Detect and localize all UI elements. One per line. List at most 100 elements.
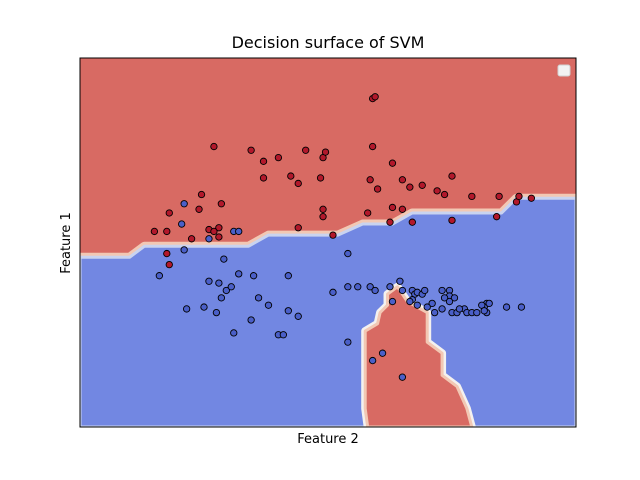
point-red-1	[371, 93, 379, 101]
point-red-4	[259, 157, 268, 165]
point-red-24	[492, 213, 501, 221]
legend-box	[557, 64, 571, 77]
point-blue-11	[329, 288, 337, 296]
point-blue-23	[406, 297, 414, 306]
point-blue-0	[180, 200, 188, 208]
point-blue-60	[155, 272, 164, 280]
point-blue-9	[235, 270, 243, 278]
point-blue-57	[217, 294, 226, 302]
x-axis-label: Feature 2	[297, 432, 359, 447]
point-blue-24	[388, 297, 397, 306]
point-red-34	[388, 203, 397, 212]
point-red-42	[210, 227, 218, 236]
point-red-35	[398, 205, 407, 213]
point-red-19	[418, 181, 426, 189]
point-blue-67	[294, 312, 302, 320]
point-blue-15	[386, 283, 394, 291]
point-blue-8	[284, 272, 292, 280]
point-red-11	[259, 174, 268, 182]
plot-frame	[79, 57, 577, 428]
point-red-46	[187, 235, 196, 243]
point-blue-6	[344, 249, 352, 258]
point-red-30	[195, 205, 203, 213]
point-blue-1	[178, 220, 186, 228]
point-red-45	[215, 233, 223, 241]
point-blue-7	[220, 255, 228, 263]
point-red-8	[321, 148, 330, 156]
point-blue-42	[438, 305, 446, 313]
point-blue-49	[473, 308, 481, 317]
point-blue-63	[247, 316, 255, 324]
point-red-43	[294, 224, 302, 232]
point-red-17	[398, 176, 407, 184]
point-red-16	[373, 185, 382, 193]
point-blue-44	[413, 301, 421, 309]
point-red-15	[366, 176, 374, 184]
point-blue-48	[480, 307, 488, 315]
point-blue-55	[222, 286, 230, 295]
point-red-13	[294, 179, 302, 188]
point-blue-58	[215, 279, 223, 287]
point-blue-72	[378, 349, 387, 357]
point-red-37	[386, 218, 394, 226]
point-blue-52	[344, 283, 352, 291]
point-blue-4	[205, 235, 213, 243]
point-red-23	[468, 192, 476, 201]
point-blue-16	[396, 277, 404, 285]
point-red-31	[217, 200, 226, 208]
point-blue-59	[205, 277, 213, 285]
point-blue-30	[450, 294, 459, 302]
point-blue-14	[371, 286, 379, 295]
point-blue-70	[344, 338, 352, 346]
point-blue-12	[354, 283, 362, 291]
plot-area	[80, 58, 576, 427]
point-red-2	[210, 142, 218, 151]
point-blue-69	[279, 331, 288, 339]
point-red-14	[316, 174, 325, 182]
point-blue-45	[485, 299, 493, 308]
point-red-41	[215, 224, 223, 232]
point-red-6	[302, 146, 310, 154]
point-blue-53	[264, 301, 273, 309]
point-red-18	[406, 183, 414, 191]
y-axis-label: Feature 1	[59, 212, 74, 274]
chart-title: Decision surface of SVM	[232, 33, 425, 52]
point-red-38	[408, 218, 416, 226]
point-red-26	[527, 194, 536, 202]
point-red-36	[364, 209, 372, 217]
point-blue-33	[445, 297, 454, 306]
point-blue-71	[368, 356, 377, 365]
point-blue-65	[212, 308, 221, 317]
point-blue-26	[438, 286, 446, 295]
point-red-51	[165, 260, 173, 269]
point-blue-10	[249, 272, 258, 280]
point-blue-13	[366, 283, 374, 291]
point-blue-64	[230, 329, 238, 337]
point-red-9	[368, 142, 377, 151]
point-red-48	[150, 227, 159, 236]
point-red-44	[329, 231, 337, 239]
point-red-10	[388, 159, 397, 167]
point-red-28	[515, 192, 523, 201]
point-red-12	[287, 172, 295, 180]
point-blue-36	[423, 303, 431, 311]
point-blue-35	[430, 308, 439, 317]
point-blue-50	[502, 303, 511, 311]
point-blue-56	[227, 283, 235, 291]
point-red-5	[274, 153, 283, 162]
point-red-49	[165, 209, 173, 217]
point-blue-61	[200, 303, 208, 311]
point-red-32	[319, 205, 327, 213]
point-red-33	[319, 213, 327, 221]
point-red-39	[448, 216, 456, 225]
point-red-50	[163, 249, 171, 258]
point-blue-73	[398, 373, 407, 381]
scatter-points	[150, 93, 536, 381]
point-blue-34	[428, 299, 436, 308]
point-red-47	[163, 227, 171, 236]
point-blue-5	[180, 246, 188, 254]
point-blue-43	[455, 305, 464, 313]
point-red-29	[197, 190, 206, 199]
point-red-20	[448, 172, 456, 180]
point-red-21	[433, 187, 441, 195]
